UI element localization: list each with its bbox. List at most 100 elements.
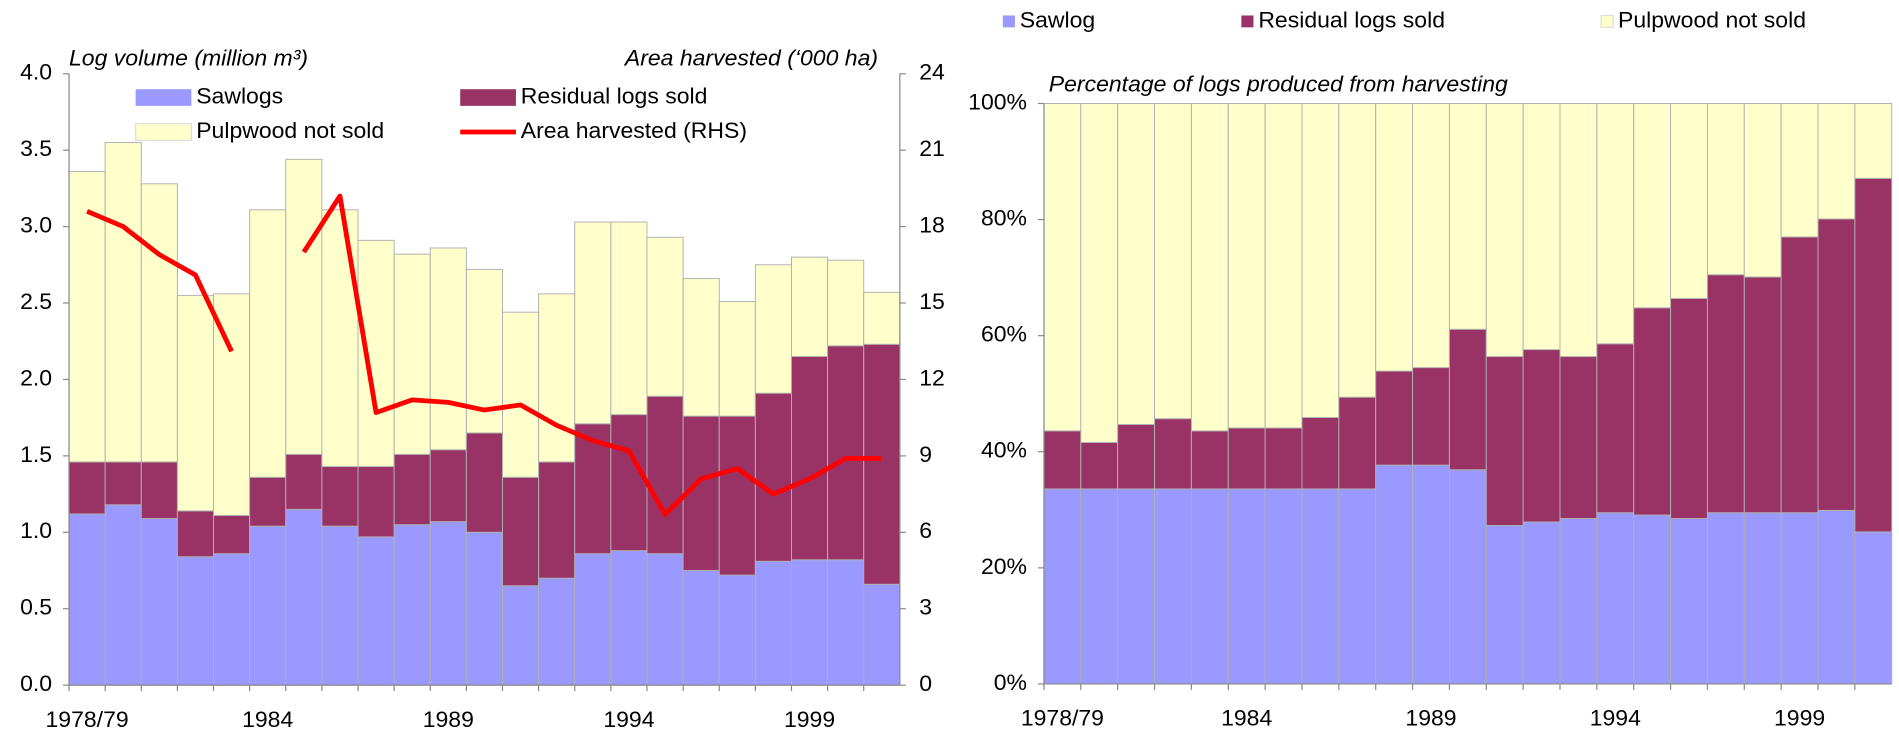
bar-segment [718, 415, 756, 576]
bar-segment [863, 291, 901, 345]
bar-segment [1780, 103, 1819, 238]
bar-segment [1154, 488, 1192, 685]
bar-segment [1633, 514, 1672, 685]
legend-swatch [135, 123, 192, 141]
bar-segment [1227, 103, 1266, 429]
bar-segment [285, 158, 323, 455]
bar-segment [1559, 103, 1598, 358]
bar-segment [285, 508, 323, 686]
bar-segment [1043, 488, 1082, 685]
bar-segment [682, 570, 720, 686]
bar-segment [393, 253, 431, 455]
bar-segment [1448, 469, 1487, 685]
bar-segment [249, 476, 287, 527]
y2-tick-label: 3 [919, 594, 932, 620]
bar-segment [176, 556, 215, 686]
bar-segment [646, 553, 684, 686]
bar-segment [610, 550, 648, 686]
bar-segment [321, 209, 359, 468]
legend-swatch [1241, 15, 1254, 28]
bar-segment [1743, 276, 1782, 514]
bar-segment [1412, 464, 1450, 685]
x-tick-label: 1978/79 [46, 706, 129, 732]
bar-segment [1338, 396, 1377, 490]
x-tick-label: 1989 [1405, 705, 1456, 731]
bar-segment [1080, 442, 1119, 490]
x-tick-label: 1978/79 [1021, 705, 1104, 731]
legend-label: Residual logs sold [521, 83, 708, 109]
bar-segment [863, 343, 901, 585]
y-tick-label: 20% [981, 553, 1027, 579]
x-tick-label: 1999 [784, 706, 835, 732]
bar-segment [1706, 512, 1745, 685]
bar-segment [718, 301, 756, 417]
bar-segment [1596, 512, 1635, 685]
bar-segment [104, 504, 142, 686]
legend-label: Sawlogs [196, 83, 283, 109]
bar-segment [1448, 328, 1487, 471]
y2-tick-label: 12 [919, 365, 945, 391]
bar-segment [1670, 298, 1708, 519]
bar-segment [1743, 512, 1782, 685]
bar-segment [1780, 512, 1819, 685]
x-tick-label: 1994 [603, 706, 654, 732]
y2-tick-label: 0 [919, 670, 932, 696]
y2-tick-label: 15 [919, 288, 945, 314]
bar-segment [68, 461, 106, 515]
bar-segment [176, 294, 215, 512]
bar-segment [1190, 430, 1229, 490]
legend-label: Residual logs sold [1258, 7, 1445, 33]
bar-segment [1522, 521, 1561, 685]
bar-segment [1817, 103, 1856, 220]
bar-segment [1559, 518, 1598, 685]
bar-segment [429, 247, 467, 451]
line-series [86, 193, 882, 517]
bar-segment [718, 574, 756, 686]
bar-segment [1633, 103, 1672, 309]
y2-tick-label: 24 [919, 59, 945, 85]
bar-segment [1375, 370, 1414, 466]
bar-segment [176, 510, 215, 558]
bar-segment [285, 453, 323, 510]
legend-swatch [135, 89, 192, 106]
bar-segment [1227, 488, 1266, 685]
bar-segment [1596, 343, 1635, 514]
y-tick-label: 0.0 [20, 670, 52, 696]
bar-segment [104, 142, 142, 463]
bar-segment [357, 536, 395, 686]
bar-segment [827, 345, 865, 561]
y2-tick-label: 9 [919, 441, 932, 467]
x-tick-label: 1984 [1221, 705, 1272, 731]
bar-segment [321, 466, 359, 527]
bar-segment [1670, 518, 1708, 685]
bar-segment [827, 559, 865, 686]
bar-segment [1080, 488, 1119, 685]
bar-segment [140, 518, 178, 686]
legend-label: Pulpwood not sold [196, 117, 384, 143]
y-axis-title: Log volume (million m³) [69, 45, 308, 71]
x-tick-label: 1994 [1590, 705, 1641, 731]
y2-tick-label: 6 [919, 517, 932, 543]
bar-segment [1301, 488, 1340, 685]
bar-segment [1412, 103, 1450, 369]
bar-segment [1854, 531, 1893, 685]
bar-segment [1485, 356, 1524, 526]
y-tick-label: 40% [981, 437, 1027, 463]
bar-segment [1117, 424, 1156, 490]
y-tick-label: 60% [981, 321, 1027, 347]
bar-segment [1043, 103, 1082, 432]
bar-segment [538, 577, 576, 686]
legend-label: Pulpwood not sold [1618, 7, 1806, 33]
bar-segment [1338, 488, 1377, 685]
bar-segment [574, 221, 612, 425]
bar-segment [1338, 103, 1377, 398]
y-tick-label: 100% [968, 89, 1027, 115]
y-tick-label: 0% [994, 669, 1027, 695]
bar-segment [1264, 427, 1303, 490]
bar-segment [502, 311, 540, 478]
y2-axis-title: Area harvested (‘000 ha) [623, 45, 878, 71]
legend-swatch [460, 89, 516, 106]
bar-segment [429, 449, 467, 523]
bar-segment [1596, 103, 1635, 345]
bar-segment [1375, 103, 1414, 372]
